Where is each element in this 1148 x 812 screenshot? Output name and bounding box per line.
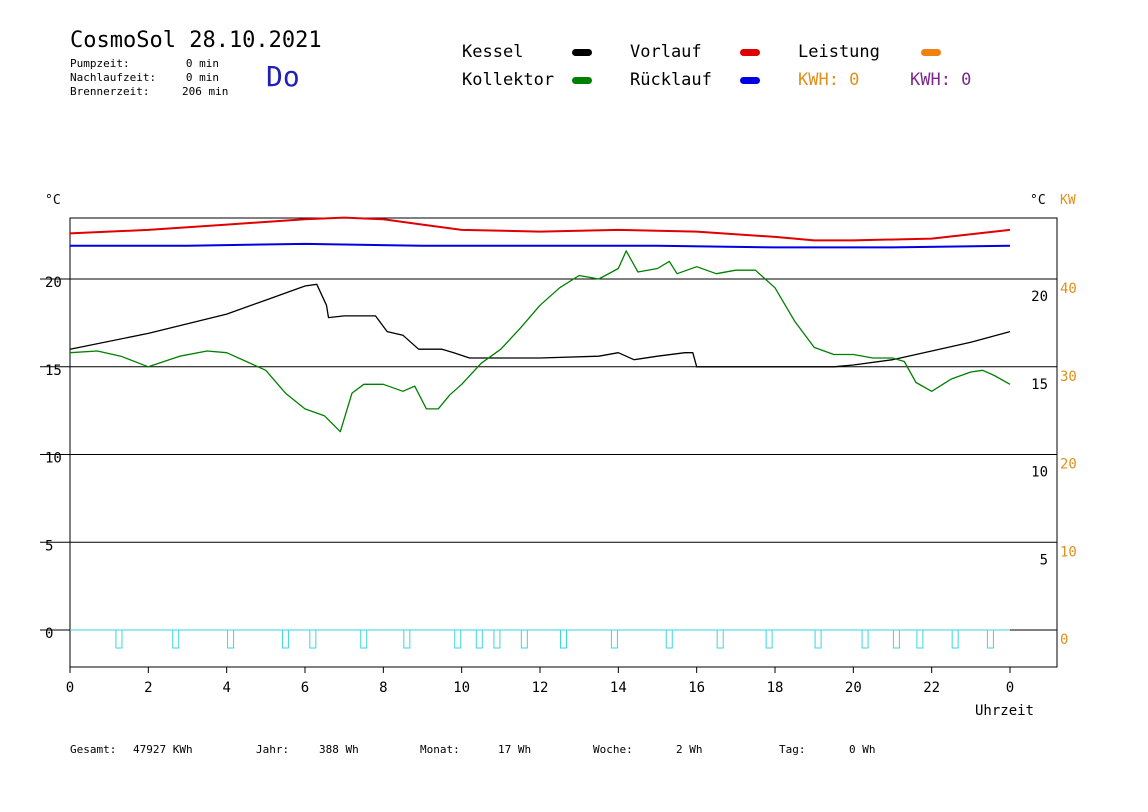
pump-pulses [70, 629, 1010, 649]
pump-pulse [403, 629, 411, 649]
y-left-tick-label: 10 [45, 451, 62, 467]
x-tick-label: 18 [767, 680, 784, 696]
x-tick-label: 4 [222, 680, 230, 696]
x-tick-label: 16 [688, 680, 705, 696]
pump-pulse [520, 629, 528, 649]
y-left-tick-label: 15 [45, 363, 62, 379]
pump-pulse [454, 629, 462, 649]
footer-jahr-value: 388 Wh [319, 743, 359, 756]
stat-value: 0 min [185, 71, 219, 84]
legend-kollektor-swatch [572, 77, 592, 84]
stat-row: Pumpzeit: 0 min [70, 57, 219, 71]
pump-pulse [172, 629, 180, 649]
x-tick-label: 6 [301, 680, 309, 696]
legend-vorlauf-swatch [740, 49, 760, 56]
y-right-temp-tick-label: 20 [1031, 289, 1048, 305]
legend-ruecklauf-swatch [740, 77, 760, 84]
footer-gesamt-value: 47927 KWh [133, 743, 193, 756]
pump-pulse [610, 629, 618, 649]
series-line-ruecklauf [70, 242, 1011, 249]
footer-monat-label: Monat: [420, 743, 460, 756]
y-right-temp-tick-label: 5 [1040, 552, 1048, 568]
y-left-unit: °C [45, 193, 61, 208]
stat-label: Pumpzeit: [70, 57, 130, 70]
x-tick-label: 14 [610, 680, 627, 696]
legend-kollektor-label: Kollektor [462, 70, 555, 90]
pump-pulse [493, 629, 501, 649]
kwh-purple-label: KWH: 0 [910, 70, 972, 90]
pump-pulse [475, 629, 483, 649]
y-right-temp-unit: °C [1030, 193, 1046, 208]
pump-pulse [227, 629, 235, 649]
stat-row: Brennerzeit: 206 min [70, 85, 229, 99]
series-line-kollektor [69, 250, 1011, 433]
pump-pulse [115, 629, 123, 649]
legend-kessel-swatch [572, 49, 592, 56]
stat-value: 0 min [185, 57, 219, 70]
stat-label: Nachlaufzeit: [70, 71, 157, 84]
pump-pulse [665, 629, 673, 649]
legend-leistung-swatch [921, 49, 941, 56]
stat-row: Nachlaufzeit: 0 min [70, 71, 219, 85]
series-line-kessel [69, 283, 1011, 368]
y-right-power-tick-label: 10 [1060, 544, 1077, 560]
y-right-power-tick-label: 0 [1060, 632, 1068, 648]
series-line-vorlauf [69, 216, 1011, 242]
pump-pulse [916, 629, 924, 649]
pump-pulse [560, 629, 567, 649]
pump-pulse [281, 629, 289, 649]
pump-pulse [892, 629, 900, 649]
x-tick-label: 12 [532, 680, 549, 696]
y-left-tick-label: 5 [45, 538, 53, 554]
y-right-temp-tick-label: 10 [1031, 465, 1048, 481]
grid-lines [40, 217, 1058, 673]
pump-pulse [951, 629, 959, 649]
y-right-power-tick-label: 40 [1060, 281, 1077, 297]
footer-woche-label: Woche: [593, 743, 633, 756]
x-axis-label: Uhrzeit [975, 703, 1034, 719]
stat-label: Brennerzeit: [70, 85, 150, 98]
plot-frame [69, 217, 1058, 668]
x-tick-label: 0 [1006, 680, 1014, 696]
x-tick-label: 8 [379, 680, 387, 696]
y-left-tick-label: 20 [45, 275, 62, 291]
y-right-power-tick-label: 30 [1060, 369, 1077, 385]
footer-tag-label: Tag: [779, 743, 806, 756]
legend-ruecklauf-label: Rücklauf [630, 70, 712, 90]
y-right-temp-tick-label: 15 [1031, 377, 1048, 393]
legend-kessel-label: Kessel [462, 42, 524, 62]
y-right-power-tick-label: 20 [1060, 457, 1077, 473]
x-tick-label: 20 [845, 680, 862, 696]
legend-vorlauf-label: Vorlauf [630, 42, 702, 62]
pump-pulse [814, 629, 822, 649]
x-tick-label: 10 [453, 680, 470, 696]
pump-pulse [360, 629, 368, 649]
footer-jahr-label: Jahr: [256, 743, 290, 756]
series-lines [69, 216, 1011, 433]
axis-labels: 0 2 4 6 8 10 12 14 16 18 20 22 0 Uhrzeit 0 5 10 15 20 5 10 15… [45, 193, 1077, 719]
page-title: CosmoSol 28.10.2021 [70, 28, 322, 53]
pump-pulse [765, 629, 773, 649]
stats-block: Pumpzeit: 0 min Nachlaufzeit: 0 min Brenne… [70, 57, 229, 99]
legend-leistung-label: Leistung [798, 42, 880, 62]
pump-pulse [309, 629, 317, 649]
x-tick-label: 0 [66, 680, 74, 696]
footer-woche-value: 2 Wh [676, 743, 703, 756]
y-right-power-unit: KW [1060, 193, 1076, 208]
pump-pulse [986, 629, 994, 649]
x-tick-label: 22 [923, 680, 940, 696]
kwh-orange-label: KWH: 0 [798, 70, 860, 90]
footer-monat-value: 17 Wh [498, 743, 532, 756]
footer-gesamt-label: Gesamt: [70, 743, 117, 756]
footer-tag-value: 0 Wh [849, 743, 876, 756]
weekday-label: Do [266, 60, 300, 93]
pump-pulse [861, 629, 869, 649]
stat-value: 206 min [182, 85, 229, 98]
y-left-tick-label: 0 [45, 626, 53, 642]
x-tick-label: 2 [144, 680, 152, 696]
pump-pulse [716, 629, 724, 649]
